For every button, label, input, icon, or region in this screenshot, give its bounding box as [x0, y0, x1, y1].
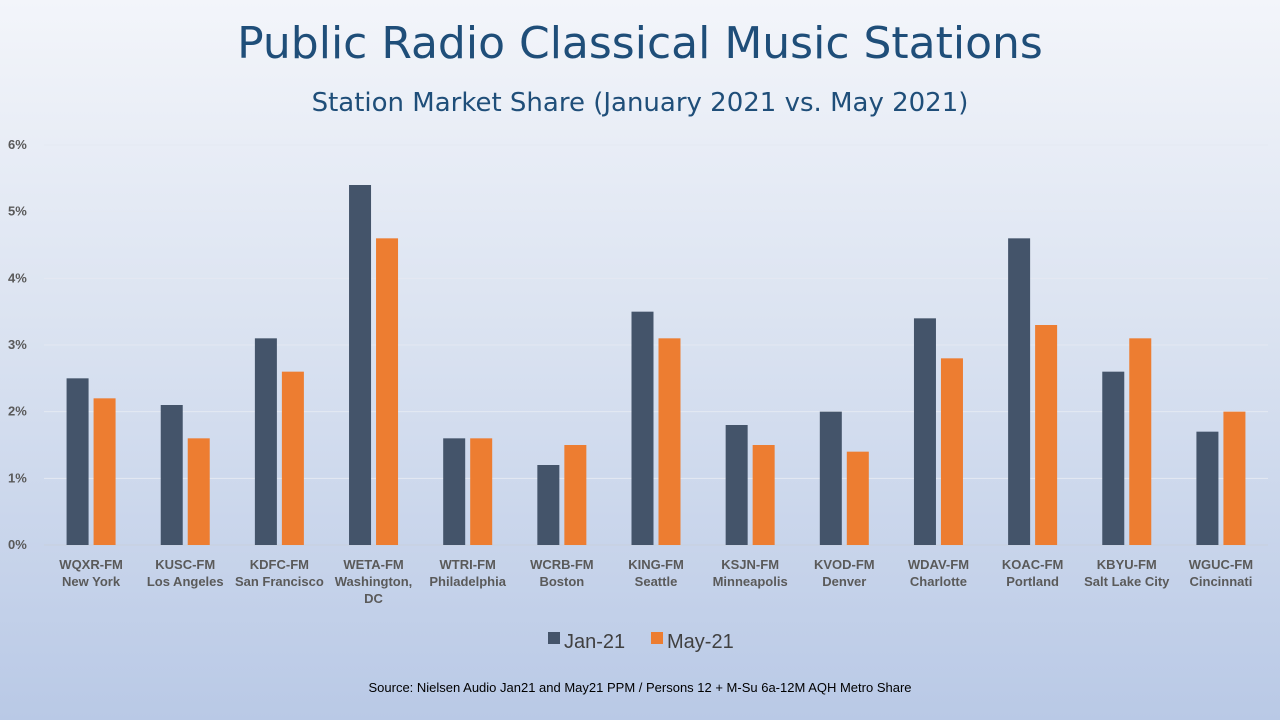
- bar-may-21: [187, 438, 210, 545]
- y-tick-label: 6%: [8, 137, 27, 152]
- chart-subtitle: Station Market Share (January 2021 vs. M…: [311, 88, 969, 118]
- legend-swatch-jan-21: [548, 632, 560, 644]
- source-note: Source: Nielsen Audio Jan21 and May21 PP…: [368, 680, 912, 695]
- bar-may-21: [846, 451, 869, 545]
- y-tick-label: 5%: [8, 204, 27, 219]
- legend-swatch-may-21: [651, 632, 663, 644]
- bar-jan-21: [819, 411, 842, 545]
- x-tick-label: KDFC-FM San Francisco: [235, 557, 324, 589]
- bar-jan-21: [254, 338, 277, 545]
- bar-jan-21: [631, 311, 654, 545]
- chart-title: Public Radio Classical Music Stations: [237, 18, 1043, 69]
- y-tick-label: 1%: [8, 470, 27, 485]
- y-tick-label: 2%: [8, 404, 27, 419]
- bar-may-21: [564, 445, 587, 545]
- bar-jan-21: [1102, 371, 1125, 545]
- gridlines: [44, 144, 1268, 546]
- bar-may-21: [93, 398, 116, 545]
- x-tick-label: WGUC-FM Cincinnati: [1189, 557, 1253, 589]
- x-tick-label: WTRI-FM Philadelphia: [429, 557, 506, 589]
- bar-may-21: [1223, 411, 1246, 545]
- x-tick-label: WQXR-FM New York: [59, 557, 123, 589]
- legend-label-may-21: May-21: [667, 631, 734, 653]
- bars: [66, 185, 1246, 546]
- x-tick-label: WDAV-FM Charlotte: [908, 557, 969, 589]
- x-tick-label: KVOD-FM Denver: [814, 557, 875, 589]
- bar-may-21: [281, 371, 304, 545]
- x-tick-label: WETA-FM Washington, DC: [335, 557, 413, 606]
- bar-may-21: [1035, 325, 1058, 545]
- x-axis: WQXR-FM New York KUSC-FM Los Angeles KDFC-FM…: [59, 557, 1253, 606]
- bar-may-21: [940, 358, 963, 545]
- bar-may-21: [1129, 338, 1152, 545]
- bar-jan-21: [1008, 238, 1031, 546]
- bar-jan-21: [66, 378, 89, 545]
- legend: Jan-21 May-21: [548, 631, 734, 653]
- bar-jan-21: [1196, 431, 1219, 545]
- bar-may-21: [470, 438, 493, 545]
- y-tick-label: 0%: [8, 537, 27, 552]
- bar-may-21: [752, 445, 775, 545]
- x-tick-label: KING-FM Seattle: [628, 557, 684, 589]
- bar-may-21: [658, 338, 681, 545]
- x-tick-label: KUSC-FM Los Angeles: [147, 557, 224, 589]
- y-tick-label: 4%: [8, 270, 27, 285]
- x-tick-label: KOAC-FM Portland: [1002, 557, 1063, 589]
- bar-jan-21: [160, 405, 183, 545]
- y-tick-label: 3%: [8, 337, 27, 352]
- bar-jan-21: [349, 185, 372, 545]
- bar-jan-21: [913, 318, 936, 545]
- legend-label-jan-21: Jan-21: [564, 631, 625, 653]
- x-tick-label: WCRB-FM Boston: [530, 557, 594, 589]
- bar-may-21: [376, 238, 399, 546]
- x-tick-label: KSJN-FM Minneapolis: [713, 557, 788, 589]
- y-axis: 0% 1% 2% 3% 4% 5% 6%: [8, 137, 27, 552]
- x-tick-label: KBYU-FM Salt Lake City: [1084, 557, 1170, 589]
- bar-jan-21: [537, 465, 560, 545]
- bar-jan-21: [443, 438, 466, 545]
- bar-jan-21: [725, 425, 748, 545]
